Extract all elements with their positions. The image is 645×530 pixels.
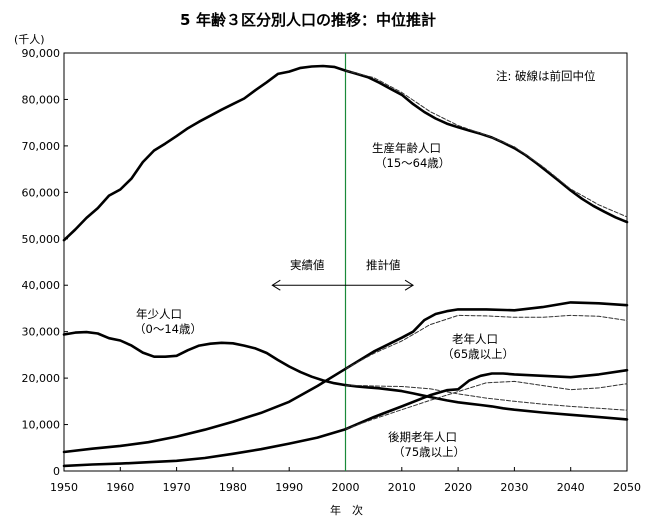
y-axis: 0 10,000 20,000 30,000 40,000 50,000 60,000 70,… [22, 47, 68, 478]
arrow-head-right [404, 279, 415, 291]
y-tick-label: 30,000 [22, 326, 61, 339]
x-tick-label: 2030 [500, 481, 528, 494]
actual-projection-arrow [271, 279, 415, 291]
arrow-head-left [271, 279, 281, 291]
y-tick-label: 90,000 [22, 47, 61, 60]
y-tick-label: 0 [53, 465, 60, 478]
x-tick-label: 2010 [388, 481, 416, 494]
x-tick-label: 1950 [50, 481, 78, 494]
x-tick-label: 1990 [275, 481, 303, 494]
x-tick-label: 2050 [613, 481, 641, 494]
x-tick-label: 2020 [444, 481, 472, 494]
label-late-elderly-range: （75歳以上） [393, 445, 465, 459]
x-axis-label: 年 次 [330, 503, 363, 517]
label-elderly: 老年人口 [452, 332, 498, 346]
chart-title: 年齢３区分別人口の推移：中位推計 [196, 11, 436, 29]
y-axis-unit-label: (千人) [14, 33, 45, 46]
series-line-4 [62, 301, 629, 454]
y-tick-label: 10,000 [22, 419, 61, 432]
y-tick-label: 80,000 [22, 93, 61, 106]
x-axis: 1950 1960 1970 1980 1990 2000 2010 2020 2030 2040… [50, 467, 641, 494]
series-line-6 [62, 368, 629, 468]
y-tick-label: 40,000 [22, 279, 61, 292]
series-line-5 [345, 314, 628, 370]
y-tick-label: 60,000 [22, 186, 61, 199]
label-projection: 推計値 [366, 258, 401, 272]
x-tick-label: 1960 [106, 481, 134, 494]
series-line-1 [345, 70, 628, 218]
x-tick-label: 2040 [557, 481, 585, 494]
label-youth-range: （0～14歳） [134, 322, 202, 336]
y-tick-label: 50,000 [22, 233, 61, 246]
series-line-3 [345, 384, 628, 411]
x-tick-label: 1980 [219, 481, 247, 494]
y-tick-label: 70,000 [22, 140, 61, 153]
series-line-7 [345, 380, 628, 430]
label-working-age-range: （15～64歳） [375, 156, 450, 170]
label-actual: 実績値 [290, 258, 325, 272]
y-tick-label: 20,000 [22, 372, 61, 385]
series-group [62, 64, 629, 468]
label-youth: 年少人口 [136, 307, 182, 321]
label-late-elderly: 後期老年人口 [388, 430, 457, 444]
legend-note: 注: 破線は前回中位 [496, 69, 596, 83]
chart-title-prefix: 5 [180, 11, 190, 29]
label-working-age: 生産年齢人口 [372, 141, 441, 155]
x-tick-label: 1970 [163, 481, 191, 494]
x-tick-label: 2000 [332, 481, 360, 494]
series-line-2 [62, 330, 629, 421]
label-elderly-range: （65歳以上） [442, 347, 514, 361]
